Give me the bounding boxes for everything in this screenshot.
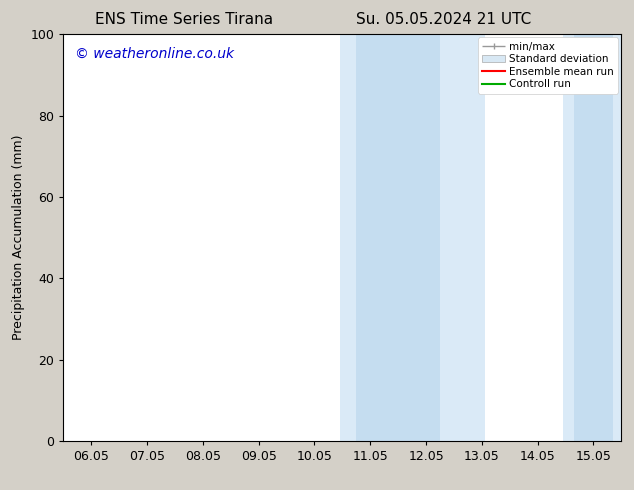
Y-axis label: Precipitation Accumulation (mm): Precipitation Accumulation (mm) — [12, 135, 25, 341]
Bar — [356, 34, 440, 441]
Text: Su. 05.05.2024 21 UTC: Su. 05.05.2024 21 UTC — [356, 12, 531, 27]
Text: © weatheronline.co.uk: © weatheronline.co.uk — [75, 47, 233, 60]
Bar — [574, 34, 613, 441]
Bar — [563, 34, 624, 441]
Text: ENS Time Series Tirana: ENS Time Series Tirana — [95, 12, 273, 27]
Legend: min/max, Standard deviation, Ensemble mean run, Controll run: min/max, Standard deviation, Ensemble me… — [478, 37, 618, 94]
Bar — [340, 34, 484, 441]
